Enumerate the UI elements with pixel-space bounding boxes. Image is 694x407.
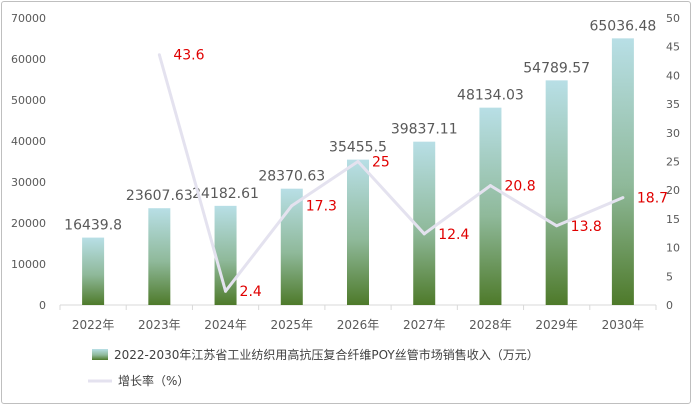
legend: 2022-2030年江苏省工业纺织用高抗压复合纤维POY丝管市场销售收入（万元）… — [88, 347, 539, 388]
x-axis-tick-label: 2030年 — [602, 318, 645, 332]
bar-value-label: 54789.57 — [523, 60, 590, 76]
line-series — [157, 53, 625, 293]
right-axis-tick-label: 20 — [666, 184, 680, 197]
right-axis-tick-label: 40 — [666, 69, 680, 82]
x-axis-tick-label: 2025年 — [271, 318, 314, 332]
line-value-label: 25 — [372, 155, 390, 171]
legend-bar-swatch — [92, 349, 108, 360]
x-axis-tick-label: 2024年 — [204, 318, 247, 332]
left-axis-tick-label: 0 — [39, 299, 46, 312]
x-axis-tick-label: 2028年 — [469, 318, 512, 332]
line-value-label: 18.7 — [637, 191, 668, 207]
bar-value-label: 65036.48 — [589, 18, 656, 34]
left-axis-tick-label: 30000 — [11, 176, 46, 189]
bar-value-label: 35455.5 — [329, 140, 387, 156]
bar — [280, 188, 303, 305]
bar-value-label: 16439.8 — [64, 218, 122, 234]
line-point — [224, 289, 228, 293]
right-axis-tick-label: 5 — [666, 270, 673, 283]
bar-value-label: 28370.63 — [258, 169, 325, 185]
right-axis-tick-label: 10 — [666, 242, 680, 255]
bar-value-label: 39837.11 — [391, 122, 458, 138]
x-axis-tick-label: 2026年 — [337, 318, 380, 332]
line-value-labels: 43.6 2.4 17.3 25 12.4 20.8 13.8 18.7 — [173, 48, 668, 300]
left-axis-tick-label: 20000 — [11, 217, 46, 230]
bar — [148, 208, 171, 305]
x-axis-tick-label: 2022年 — [72, 318, 115, 332]
right-axis-tick-label: 35 — [666, 98, 680, 111]
x-axis-tick-label: 2027年 — [403, 318, 446, 332]
line-value-label: 20.8 — [504, 179, 535, 195]
x-axis-tick-label: 2029年 — [535, 318, 578, 332]
line-point — [621, 196, 625, 200]
bar-value-label: 48134.03 — [457, 88, 524, 104]
line-value-label: 2.4 — [240, 284, 262, 300]
bar — [413, 141, 436, 305]
line-point — [488, 184, 492, 188]
line-value-label: 43.6 — [173, 48, 204, 64]
bar — [479, 107, 502, 305]
left-axis-tick-label: 60000 — [11, 53, 46, 66]
bar — [347, 159, 369, 305]
bar-value-label: 24182.61 — [192, 186, 259, 202]
x-axis: 2022年 2023年 2024年 2025年 2026年 2027年 2028年 2029年… — [59, 304, 657, 332]
right-axis-tick-label: 50 — [666, 12, 680, 25]
left-axis-tick-label: 40000 — [11, 135, 46, 148]
right-axis-tick-label: 25 — [666, 156, 680, 169]
right-axis-tick-label: 45 — [666, 41, 680, 54]
line-point — [356, 160, 360, 163]
left-axis: 0 10000 20000 30000 40000 50000 60000 70000 — [11, 12, 46, 312]
x-axis-tick-label: 2023年 — [138, 318, 181, 332]
line-point — [555, 224, 559, 228]
bar-series — [82, 38, 634, 305]
line-point — [157, 53, 161, 57]
line-point — [422, 232, 426, 236]
left-axis-tick-label: 70000 — [11, 12, 46, 25]
left-axis-tick-label: 10000 — [11, 258, 46, 271]
line-value-label: 13.8 — [571, 219, 602, 235]
bar — [611, 38, 634, 305]
bar-value-label: 23607.63 — [126, 188, 193, 204]
right-axis-tick-label: 0 — [666, 299, 673, 312]
bar — [545, 80, 568, 305]
left-axis-tick-label: 50000 — [11, 94, 46, 107]
bar — [82, 237, 105, 305]
right-axis-tick-label: 15 — [666, 213, 680, 226]
bar — [214, 205, 237, 305]
line-value-label: 17.3 — [306, 199, 337, 215]
growth-rate-line — [157, 54, 624, 293]
legend-bar-label: 2022-2030年江苏省工业纺织用高抗压复合纤维POY丝管市场销售收入（万元） — [114, 347, 539, 362]
right-axis-tick-label: 30 — [666, 127, 680, 140]
line-point — [290, 204, 294, 208]
right-axis: 0 5 10 15 20 25 30 35 40 45 50 — [666, 12, 680, 312]
line-value-label: 12.4 — [438, 227, 469, 243]
legend-line-label: 增长率（%） — [118, 373, 189, 388]
